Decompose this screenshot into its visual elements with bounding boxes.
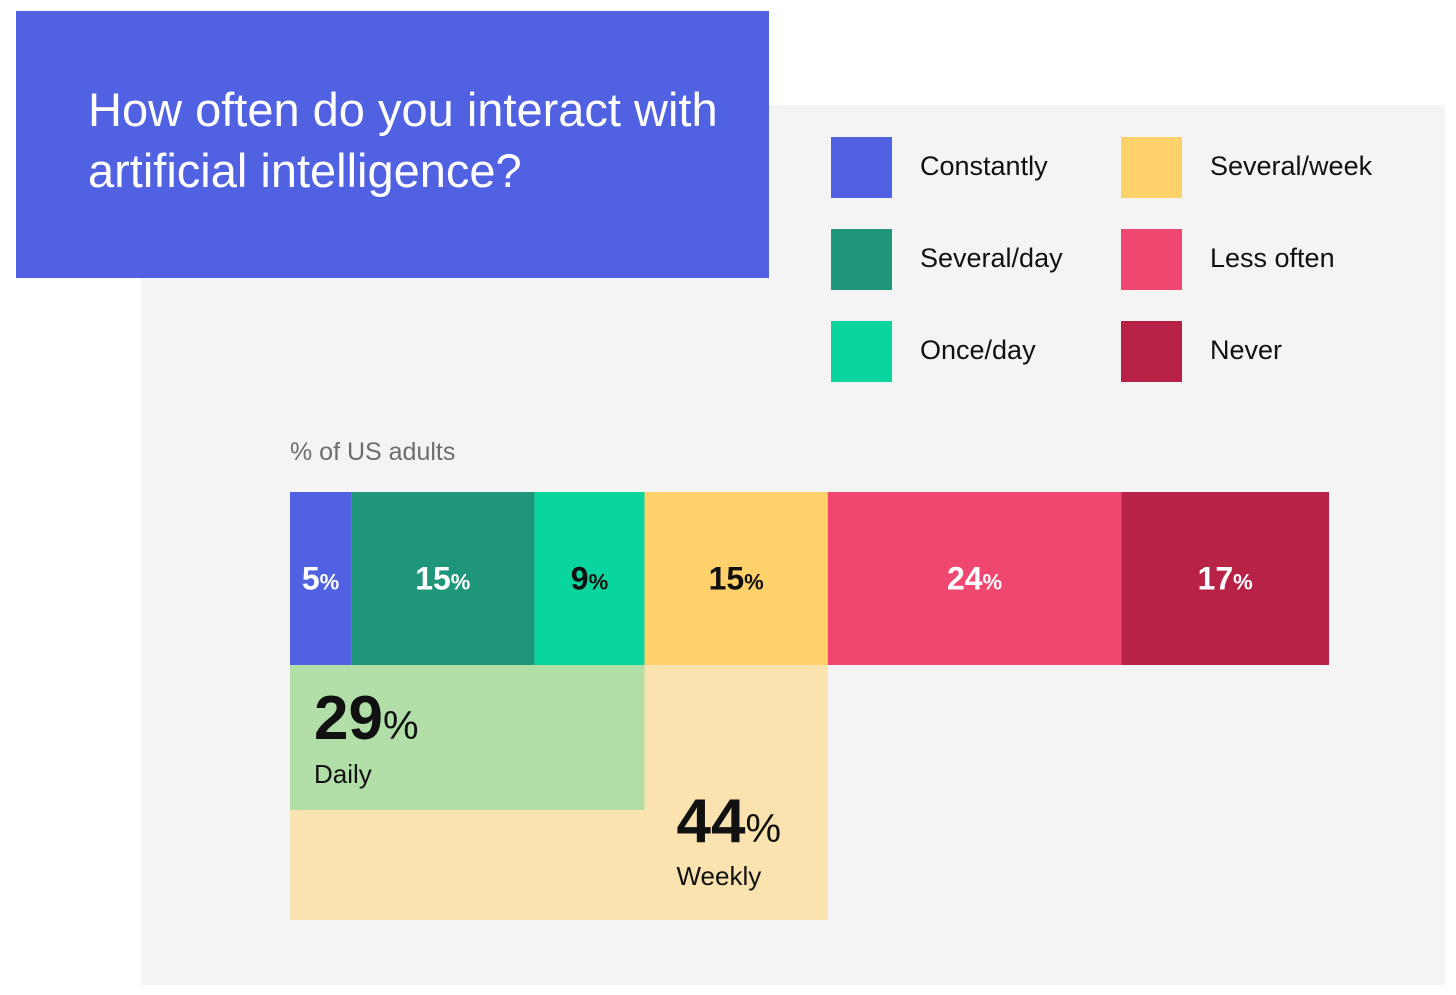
bar-label-several-day: 15%: [415, 561, 470, 597]
bar-segment-constantly: [290, 492, 352, 665]
legend-swatch-several-week: [1121, 137, 1182, 198]
chart-title: How often do you interact with artificia…: [88, 83, 718, 197]
group-label-daily: Daily: [314, 759, 372, 789]
bar-segment-several-day: [351, 492, 535, 665]
group-value-daily: 29%: [314, 684, 419, 753]
legend-swatch-once-day: [831, 321, 892, 382]
group-value-weekly: 44%: [676, 787, 781, 856]
title-banner: How often do you interact with artificia…: [16, 11, 769, 278]
bar-label-several-week: 15%: [709, 561, 764, 597]
bar-label-once-day: 9%: [571, 561, 608, 597]
legend-swatch-constantly: [831, 137, 892, 198]
bar-segment-never: [1121, 492, 1329, 665]
legend-label-several-day: Several/day: [920, 243, 1063, 273]
bar-label-constantly: 5%: [302, 561, 339, 597]
bar-label-never: 17%: [1198, 561, 1253, 597]
legend-label-never: Never: [1210, 335, 1283, 365]
legend-swatch-less-often: [1121, 229, 1182, 290]
legend-swatch-several-day: [831, 229, 892, 290]
bar-label-less-often: 24%: [947, 561, 1002, 597]
legend-label-several-week: Several/week: [1210, 151, 1373, 181]
legend-swatch-never: [1121, 321, 1182, 382]
group-label-weekly: Weekly: [676, 861, 761, 891]
group-block-daily: [290, 665, 645, 810]
axis-caption: % of US adults: [290, 438, 456, 466]
legend-label-constantly: Constantly: [920, 151, 1048, 181]
legend-label-less-often: Less often: [1210, 243, 1335, 273]
bar-segment-less-often: [827, 492, 1122, 665]
bar-segment-once-day: [534, 492, 645, 665]
bar-segment-several-week: [644, 492, 828, 665]
legend-label-once-day: Once/day: [920, 335, 1036, 365]
